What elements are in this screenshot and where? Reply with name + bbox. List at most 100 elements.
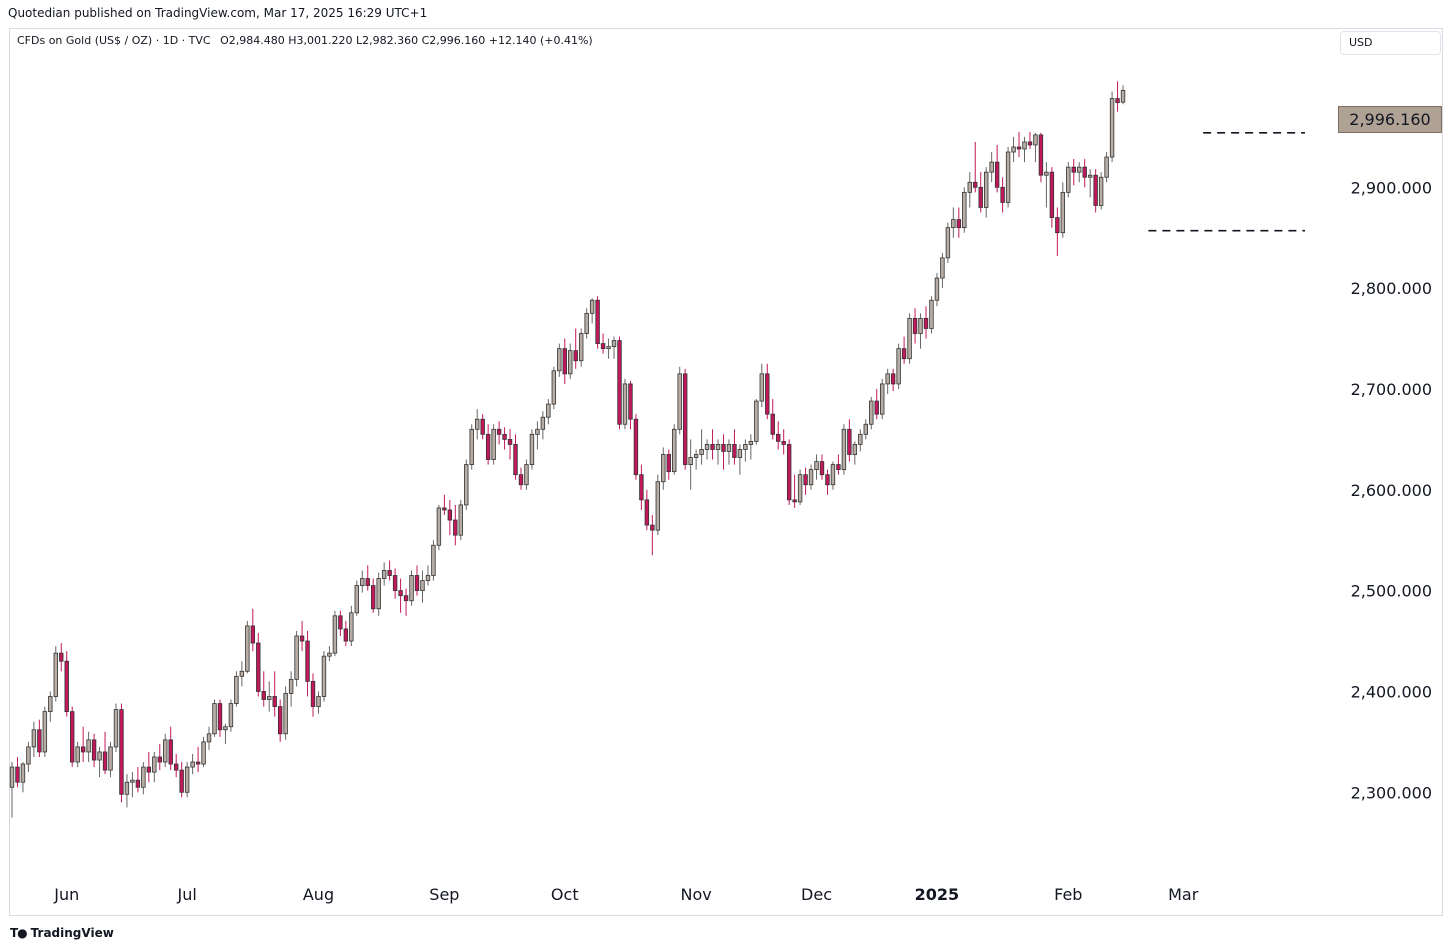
candle-body xyxy=(650,524,655,531)
candle-body xyxy=(135,779,141,788)
candle-body xyxy=(42,711,48,753)
candle-body xyxy=(502,433,507,440)
candle-body xyxy=(91,739,97,761)
symbol-name[interactable]: CFDs on Gold (US$ / OZ) xyxy=(17,34,153,47)
candle-body xyxy=(97,751,102,761)
candle-body xyxy=(343,628,349,642)
candle-body xyxy=(896,348,901,385)
candle-body xyxy=(874,400,879,415)
candle-body xyxy=(130,779,135,783)
candle-body xyxy=(1098,176,1104,206)
candle-body xyxy=(1005,151,1011,203)
candle-body xyxy=(907,317,912,360)
candle-body xyxy=(776,433,781,442)
candle-body xyxy=(332,615,338,654)
y-tick-label: 2,600.000 xyxy=(1351,481,1432,500)
candle-body xyxy=(814,461,819,471)
candle-body xyxy=(64,660,69,713)
candle-body xyxy=(901,348,907,360)
candle-body xyxy=(212,703,217,735)
candle-body xyxy=(119,709,124,795)
candle-body xyxy=(261,691,266,700)
candle-body xyxy=(398,590,403,597)
candle-body xyxy=(513,444,518,476)
candle-body xyxy=(316,696,321,707)
last-price-label: 2,996.160 xyxy=(1338,106,1442,133)
candle-body xyxy=(288,678,294,694)
candle-body xyxy=(584,312,589,334)
candle-body xyxy=(682,373,688,465)
candle-body xyxy=(929,299,934,329)
y-tick-label: 2,400.000 xyxy=(1351,682,1432,701)
brand-name: TradingView xyxy=(30,926,114,940)
candle-body xyxy=(1055,217,1060,234)
currency-button[interactable]: USD xyxy=(1340,31,1441,55)
chart-frame[interactable] xyxy=(9,28,1443,916)
candle-body xyxy=(819,461,825,476)
interval-label[interactable]: 1D xyxy=(162,34,179,47)
candle-body xyxy=(338,615,343,630)
candle-body xyxy=(863,423,868,435)
candle-body xyxy=(918,317,923,334)
candle-body xyxy=(124,781,130,795)
candle-body xyxy=(195,761,201,765)
candle-body xyxy=(869,400,874,425)
candle-body xyxy=(557,348,562,372)
y-tick-label: 2,700.000 xyxy=(1351,380,1432,399)
candle-body xyxy=(677,373,682,430)
candle-body xyxy=(327,652,332,657)
candle-body xyxy=(885,373,890,385)
candle-body xyxy=(693,454,699,458)
symbol-legend: CFDs on Gold (US$ / OZ) · 1D · TVC O2,98… xyxy=(17,34,593,47)
candle-body xyxy=(80,746,86,753)
tradingview-logo-icon: Τ● xyxy=(10,926,28,940)
candle-body xyxy=(1016,146,1022,150)
candle-body xyxy=(321,655,327,697)
candle-body xyxy=(808,469,814,486)
published-caption: Quotedian published on TradingView.com, … xyxy=(8,6,428,20)
candle-body xyxy=(743,444,748,450)
candle-body xyxy=(781,440,786,445)
candle-body xyxy=(765,373,770,415)
candle-body xyxy=(830,464,836,486)
candle-body xyxy=(737,449,743,458)
candle-body xyxy=(277,706,283,735)
candle-body xyxy=(518,474,524,486)
candle-body xyxy=(305,640,310,682)
candle-body xyxy=(146,766,152,773)
x-tick-label: Jul xyxy=(176,885,196,904)
candle-body xyxy=(283,693,288,735)
candle-body xyxy=(299,635,305,642)
candle-body xyxy=(173,763,179,771)
candle-body xyxy=(31,729,37,748)
candle-body xyxy=(912,317,918,334)
tradingview-brand[interactable]: Τ● TradingView xyxy=(10,926,114,940)
candle-body xyxy=(1087,174,1093,178)
candle-body xyxy=(480,418,485,435)
candle-body xyxy=(858,433,863,445)
candle-body xyxy=(371,585,376,610)
candle-body xyxy=(606,346,611,350)
candle-body xyxy=(551,370,557,405)
candle-body xyxy=(436,507,442,546)
y-tick-label: 2,500.000 xyxy=(1351,582,1432,601)
candle-body xyxy=(475,418,480,430)
candle-body xyxy=(721,444,726,452)
candle-body xyxy=(272,696,277,707)
candle-body xyxy=(715,444,721,450)
candle-body xyxy=(945,227,951,259)
candle-body xyxy=(349,612,354,642)
candle-body xyxy=(967,181,972,193)
candle-body xyxy=(228,703,234,728)
candle-body xyxy=(589,299,595,314)
candle-body xyxy=(152,756,157,773)
candle-body xyxy=(1120,89,1126,103)
candle-body xyxy=(573,350,578,362)
source-label: TVC xyxy=(188,34,211,47)
candle-body xyxy=(617,340,622,425)
candle-body xyxy=(1022,141,1027,150)
candle-body xyxy=(978,186,983,208)
y-tick-label: 2,800.000 xyxy=(1351,279,1432,298)
candle-body xyxy=(496,428,502,435)
